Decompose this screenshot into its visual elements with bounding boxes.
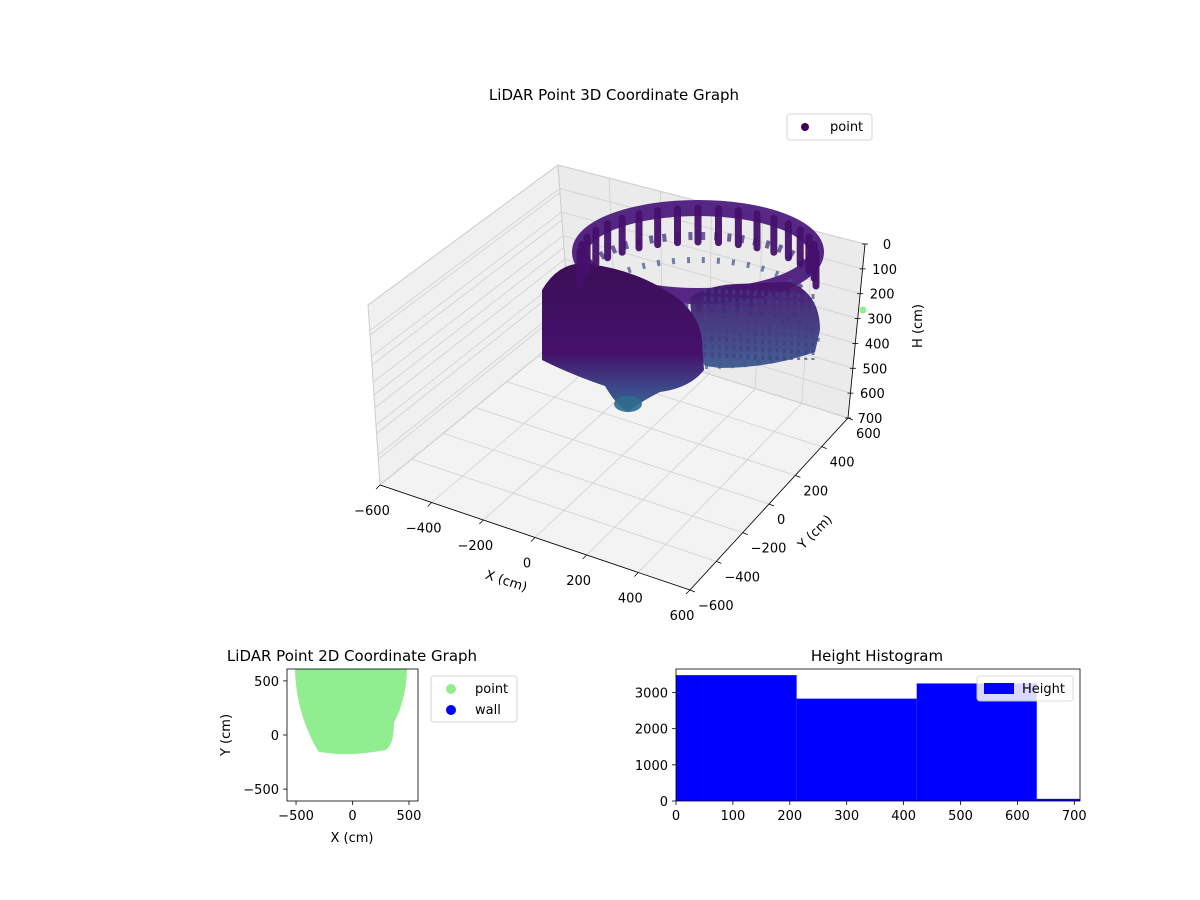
legend-3d-box: [786, 113, 873, 141]
legend-3d-marker: [801, 123, 809, 131]
histogram-bar: [1036, 798, 1080, 801]
histogram-bar: [676, 675, 797, 801]
point-cloud-main-block: [542, 263, 704, 412]
histogram-bar: [916, 683, 1037, 801]
x-tick-3d: [530, 537, 536, 542]
x-tick-label-histogram: 600: [1005, 809, 1030, 824]
y-tick-label-3d: −200: [751, 542, 787, 557]
z-tick-label-3d: 100: [872, 263, 897, 278]
x-tick-label-3d: −200: [457, 539, 493, 554]
legend-histogram: Height: [976, 675, 1074, 702]
z-axis-line: [847, 243, 866, 419]
chart-2d-title: LiDAR Point 2D Coordinate Graph: [227, 647, 477, 665]
ticks-2d: −500 0 500 −500 0 500: [243, 675, 421, 824]
x-tick-label-histogram: 100: [720, 809, 745, 824]
x-tick-label-3d: −400: [406, 522, 442, 537]
legend-3d-label: point: [830, 120, 863, 135]
x-tick-label-2d: 500: [397, 809, 422, 824]
histogram-bar: [796, 698, 917, 801]
y-tick-label-2d: 0: [271, 729, 279, 744]
y-axis-label-3d: Y (cm): [795, 512, 836, 553]
x-tick-label-2d: −500: [278, 809, 314, 824]
y-tick-label-histogram: 0: [660, 795, 668, 810]
z-ticks-3d: 0 100 200 300 400 500 600 700: [845, 238, 897, 427]
z-tick-label-3d: 500: [862, 362, 887, 377]
z-axis-label-3d: H (cm): [911, 304, 926, 348]
x-tick-label-3d: 600: [670, 609, 695, 624]
legend-histogram-swatch: [984, 683, 1014, 694]
z-tick-label-3d: 600: [860, 387, 885, 402]
legend-histogram-box: [976, 675, 1074, 702]
y-tick-label-2d: −500: [243, 783, 279, 798]
x-tick-label-histogram: 200: [777, 809, 802, 824]
x-tick-3d: [479, 519, 484, 525]
x-tick-3d: [582, 554, 587, 560]
y-tick-3d: [716, 560, 722, 564]
x-tick-label-histogram: 400: [891, 809, 916, 824]
point-cloud-columns: [576, 204, 820, 360]
y-tick-3d: [742, 532, 748, 536]
histogram-frame: [675, 668, 1081, 802]
x-tick-3d: [685, 589, 691, 595]
y-tick-label-histogram: 1000: [635, 759, 668, 774]
y-tick-label-3d: 400: [830, 456, 855, 471]
x-tick-label-3d: 200: [566, 574, 591, 589]
histogram-ticks: 0 100 200 300 400 500 600 700 0 1000 2000 3000: [635, 687, 1087, 824]
y-tick-label-histogram: 2000: [635, 723, 668, 738]
point-cloud: [542, 200, 867, 412]
x-tick-3d: [375, 484, 381, 490]
histogram-bars: [676, 675, 1080, 801]
histogram: Height Histogram 0 100 200 300 400 500 600 7000…: [635, 647, 1087, 824]
z-tick-label-3d: 300: [867, 313, 892, 328]
y-axis-label-2d: Y (cm): [219, 714, 234, 757]
y-tick-label-3d: 0: [777, 513, 785, 528]
x-ticks-3d: −600 −400 −200 0 200 400 600: [354, 484, 695, 624]
point-scatter-area: [295, 669, 407, 755]
x-axis-label-2d: X (cm): [331, 831, 374, 846]
x-tick-3d: [427, 502, 432, 507]
z-tick-label-3d: 700: [858, 412, 883, 427]
x-tick-label-histogram: 0: [672, 809, 680, 824]
x-tick-label-histogram: 300: [834, 809, 859, 824]
y-tick-label-3d: −600: [698, 599, 734, 614]
legend-2d-label-wall: wall: [475, 703, 501, 718]
y-tick-label-2d: 500: [254, 675, 279, 690]
legend-2d-label-point: point: [475, 682, 508, 697]
y-tick-label-3d: 600: [856, 427, 881, 442]
x-tick-3d: [634, 572, 639, 577]
x-tick-label-3d: 400: [618, 592, 643, 607]
y-tick-3d: [689, 589, 696, 593]
chart-3d: LiDAR Point 3D Coordinate Graph −600 −400…: [354, 86, 926, 624]
legend-2d-marker-wall: [446, 705, 456, 715]
x-tick-label-3d: 0: [523, 557, 531, 572]
z-tick-label-3d: 400: [865, 337, 890, 352]
x-axis-label-3d: X (cm): [483, 568, 529, 596]
y-tick-label-3d: −400: [724, 570, 760, 585]
x-tick-label-histogram: 500: [948, 809, 973, 824]
x-tick-label-3d: −600: [354, 504, 390, 519]
x-tick-label-2d: 0: [348, 809, 356, 824]
y-tick-3d: [821, 446, 827, 450]
histogram-title: Height Histogram: [811, 647, 943, 665]
legend-histogram-label: Height: [1022, 682, 1065, 697]
y-tick-3d: [768, 503, 775, 507]
z-tick-label-3d: 0: [883, 238, 891, 253]
point-cloud-outlier: [859, 306, 867, 314]
legend-3d: point: [786, 113, 873, 141]
chart-2d: LiDAR Point 2D Coordinate Graph −500 0 500…: [219, 647, 518, 846]
y-tick-label-histogram: 3000: [635, 687, 668, 702]
x-tick-label-histogram: 700: [1062, 809, 1087, 824]
legend-2d-marker-point: [446, 684, 456, 694]
legend-2d: point wall: [430, 675, 518, 723]
chart-3d-title: LiDAR Point 3D Coordinate Graph: [489, 86, 739, 104]
y-tick-3d: [795, 474, 801, 478]
y-tick-label-3d: 200: [803, 484, 828, 499]
z-tick-label-3d: 200: [870, 288, 895, 303]
